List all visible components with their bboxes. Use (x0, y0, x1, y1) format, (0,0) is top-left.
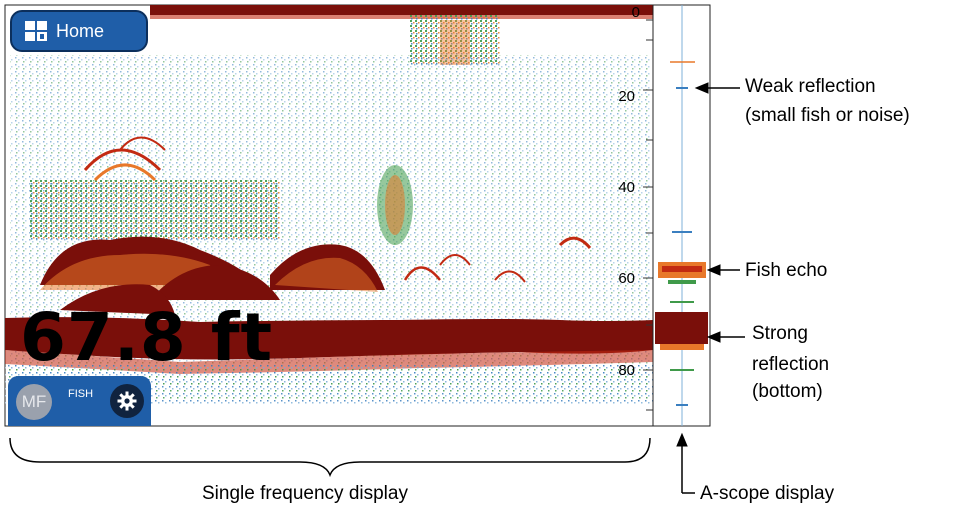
depth-scale (643, 19, 653, 411)
scale-label-80: 80 (618, 362, 635, 379)
annotation-arrows (676, 82, 745, 494)
home-button[interactable]: Home (10, 10, 148, 52)
mode-label: FISH (68, 388, 94, 400)
scale-label-40: 40 (618, 179, 635, 196)
control-panel: MF FISH (8, 376, 151, 426)
scale-label-20: 20 (618, 88, 635, 105)
single-frequency-label: Single frequency display (202, 483, 408, 504)
strong-reflection-label-3: (bottom) (752, 381, 823, 402)
fish-echo-label: Fish echo (745, 260, 828, 281)
scale-label-60: 60 (618, 270, 635, 287)
ascope-label: A-scope display (700, 483, 835, 504)
weak-reflection-note: (small fish or noise) (745, 105, 910, 126)
scale-label-0: 0 (631, 4, 640, 21)
settings-button[interactable] (110, 384, 144, 418)
mode-badge-button[interactable]: MF (16, 384, 52, 420)
ascope-panel (652, 4, 711, 427)
weak-reflection-label: Weak reflection (745, 76, 876, 97)
sonar-display (4, 4, 654, 427)
strong-reflection-label-1: Strong (752, 323, 808, 344)
depth-readout: 67.8 ft (20, 299, 274, 376)
grid-home-icon (25, 21, 47, 41)
home-button-label: Home (56, 20, 105, 41)
display-brace (9, 437, 651, 478)
gear-icon (117, 391, 137, 411)
strong-reflection-label-2: reflection (752, 354, 830, 375)
